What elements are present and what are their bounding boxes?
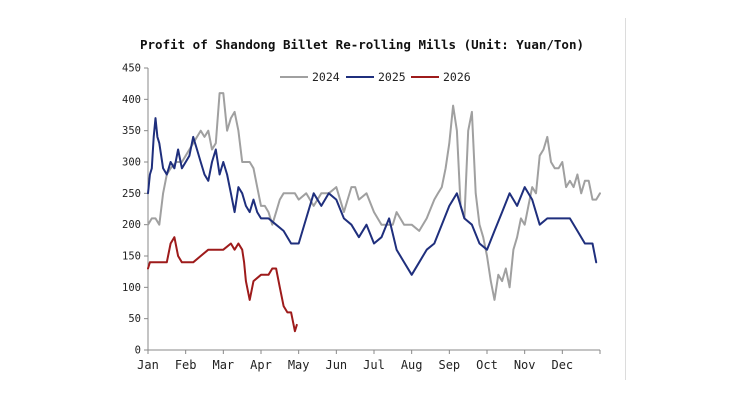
series-line-2026 <box>147 236 298 333</box>
y-tick-label: 350 <box>122 125 141 137</box>
x-tick-label: Jan <box>137 358 159 372</box>
x-tick-label: May <box>288 358 310 372</box>
y-axis: 0 50 100 150 200 250 300 350 400 450 <box>122 63 149 357</box>
legend-label-2024: 2024 <box>312 70 340 84</box>
chart-card <box>123 18 626 380</box>
series-line-2025 <box>147 117 598 276</box>
y-tick-label: 150 <box>122 251 141 263</box>
y-tick-label: 50 <box>128 313 141 325</box>
y-tick-label: 300 <box>122 157 141 169</box>
legend-label-2025: 2025 <box>378 70 406 84</box>
y-tick-label: 250 <box>122 188 141 200</box>
y-tick-label: 450 <box>122 63 141 75</box>
x-tick-label: Feb <box>175 358 197 372</box>
chart-title: Profit of Shandong Billet Re-rolling Mil… <box>140 37 584 52</box>
legend-label-2026: 2026 <box>443 70 471 84</box>
y-tick-label: 200 <box>122 219 141 231</box>
x-tick-label: Jul <box>363 358 385 372</box>
x-tick-label: Oct <box>476 358 498 372</box>
x-tick-label: Sep <box>438 358 460 372</box>
x-tick-label: Mar <box>212 358 234 372</box>
x-tick-label: Jun <box>325 358 347 372</box>
x-tick-label: Dec <box>551 358 573 372</box>
x-tick-label: Aug <box>401 358 423 372</box>
y-tick-label: 100 <box>122 282 141 294</box>
x-axis: Jan Feb Mar Apr May Jun Jul Aug Sep Oct Nov Dec <box>137 349 601 372</box>
x-tick-label: Nov <box>514 358 536 372</box>
series-line-2024 <box>147 92 601 301</box>
y-tick-label: 0 <box>135 345 141 357</box>
x-tick-label: Apr <box>250 358 272 372</box>
chart-legend: 2024 2025 2026 <box>280 70 471 84</box>
y-tick-label: 400 <box>122 94 141 106</box>
plot-area <box>147 92 601 333</box>
